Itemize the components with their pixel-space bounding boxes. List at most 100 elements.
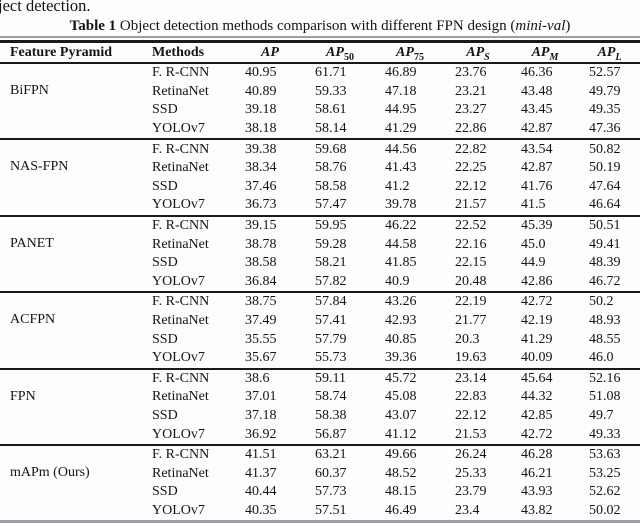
metric-value-cell: 23.14 [445,367,511,389]
table-caption: Table 1 Object detection methods compari… [0,18,640,35]
metric-value-cell: 49.66 [375,443,445,465]
header-metric-50: AP50 [305,41,375,64]
method-cell: SSD [152,484,178,500]
metric-value-cell: 22.82 [445,138,511,159]
table-row: BiFPN F. R-CNN 40.95 61.71 46.89 23.76 46.36 52… [0,63,640,98]
top-gray-rule [0,36,640,38]
metric-value-cell: 19.63 [455,350,487,366]
metric-value-cell: 40.44 [245,484,277,500]
metric-value-cell: 56.87 [315,426,347,442]
method-cell: F. R-CNN [152,65,210,81]
metric-value-cell: 23.79 [455,484,487,500]
feature-pyramid-label: ACFPN [0,291,142,369]
metric-value-cell: 43.45 [521,102,553,118]
metric-value-cell: 41.51 [235,443,305,465]
method-cell: YOLOv7 [152,273,205,289]
metric-value-cell: 46.0 [589,350,614,366]
metric-value-cell: 35.67 [245,350,277,366]
metric-value-cell: 23.21 [455,83,487,99]
metric-value-cell: 38.78 [245,236,277,252]
table-row: NAS-FPN F. R-CNN 39.38 59.68 44.56 22.82 43.54… [0,138,640,216]
method-cell: F. R-CNN [142,367,235,389]
metric-value-cell: 43.82 [521,502,553,518]
metric-value-cell: 40.09 [521,350,553,366]
metric-value-cell: 58.14 [315,121,347,137]
results-table-wrap: Feature Pyramid Methods AP AP50 AP75 APS APM… [0,40,640,521]
metric-value-cell: 38.58 [245,255,277,271]
metric-value-cell: 48.39 [589,255,621,271]
metric-value-cell: 45.64 [511,367,579,389]
metric-value-cell: 57.79 [315,331,347,347]
metric-value-cell: 42.86 [521,273,553,289]
group-fpn: FPN F. R-CNN 38.6 59.11 45.72 23.14 45.64 52.16… [0,367,640,445]
table-row: ACFPN F. R-CNN 38.75 57.84 43.26 22.19 42.72 50… [0,291,640,369]
metric-value-cell: 50.19 [589,160,621,176]
metric-value-cell: 44.9 [521,255,546,271]
metric-value-cell: 50.02 [589,502,621,518]
metric-value-cell: 22.12 [455,178,487,194]
method-cell: SSD [152,331,178,347]
metric-value-cell: 52.16 [579,367,640,389]
metric-value-cell: 23.27 [455,102,487,118]
method-cell: RetinaNet [152,160,209,176]
table-row: YOLOv7 36.92 56.87 41.12 21.53 42.72 49.33 [0,425,640,445]
metric-value-cell: 42.72 [521,426,553,442]
metric-value-cell: 43.93 [521,484,553,500]
metric-value-cell: 45.08 [385,389,417,405]
method-cell: SSD [152,255,178,271]
metric-value-cell: 41.85 [385,255,417,271]
table-row: RetinaNet 40.89 59.33 47.18 23.21 43.48 49.79 [0,83,640,102]
metric-value-cell: 41.76 [521,178,553,194]
feature-pyramid-label: FPN [0,367,142,445]
metric-value-cell: 46.28 [511,443,579,465]
metric-value-cell: 53.25 [589,465,621,481]
metric-value-cell: 49.7 [589,407,614,423]
metric-value-cell: 49.79 [589,83,621,99]
header-metric-S: APS [445,41,511,64]
table-caption-italic: mini-val [515,18,566,34]
metric-value-cell: 43.54 [511,138,579,159]
metric-value-cell: 42.72 [511,291,579,312]
metric-value-cell: 42.19 [521,313,553,329]
feature-pyramid-label: mAPm (Ours) [0,443,142,521]
metric-value-cell: 41.29 [385,121,417,137]
header-metric-ap: AP [235,41,305,64]
metric-value-cell: 46.64 [589,197,621,213]
metric-value-cell: 47.64 [589,178,621,194]
metric-value-cell: 42.85 [521,407,553,423]
method-cell: YOLOv7 [152,197,205,213]
metric-value-cell: 22.83 [455,389,487,405]
metric-value-cell: 48.55 [589,331,621,347]
metric-value-cell: 44.32 [521,389,553,405]
metric-value-cell: 22.12 [455,407,487,423]
metric-value-cell: 46.49 [385,502,417,518]
metric-value-cell: 50.82 [579,138,640,159]
metric-value-cell: 45.0 [521,236,546,252]
metric-value-cell: 50.51 [579,214,640,236]
metric-value-cell: 41.5 [521,197,546,213]
metric-value-cell: 45.72 [375,367,445,389]
metric-value-cell: 59.95 [305,214,375,236]
table-row: SSD 38.58 58.21 41.85 22.15 44.9 48.39 [0,254,640,273]
metric-value-cell: 23.76 [455,65,487,81]
metric-value-cell: 46.72 [589,273,621,289]
metric-value-cell: 43.07 [385,407,417,423]
metric-value-cell: 39.18 [245,102,277,118]
metric-value-cell: 26.24 [445,443,511,465]
method-cell: YOLOv7 [152,121,205,137]
header-methods: Methods [142,41,235,64]
metric-value-cell: 46.22 [375,214,445,236]
metric-value-cell: 39.15 [235,214,305,236]
metric-value-cell: 57.73 [315,484,347,500]
metric-value-cell: 38.18 [245,121,277,137]
metric-value-cell: 36.84 [245,273,277,289]
metric-value-cell: 44.56 [375,138,445,159]
metric-value-cell: 58.21 [315,255,347,271]
table-row: SSD 40.44 57.73 48.15 23.79 43.93 52.62 [0,483,640,502]
method-cell: RetinaNet [152,465,209,481]
metric-value-cell: 48.93 [589,313,621,329]
metric-value-cell: 47.36 [589,121,621,137]
metric-value-cell: 45.39 [511,214,579,236]
group-bifpn: BiFPN F. R-CNN 40.95 61.71 46.89 23.76 46.36 52… [0,63,640,139]
metric-value-cell: 41.37 [245,465,277,481]
